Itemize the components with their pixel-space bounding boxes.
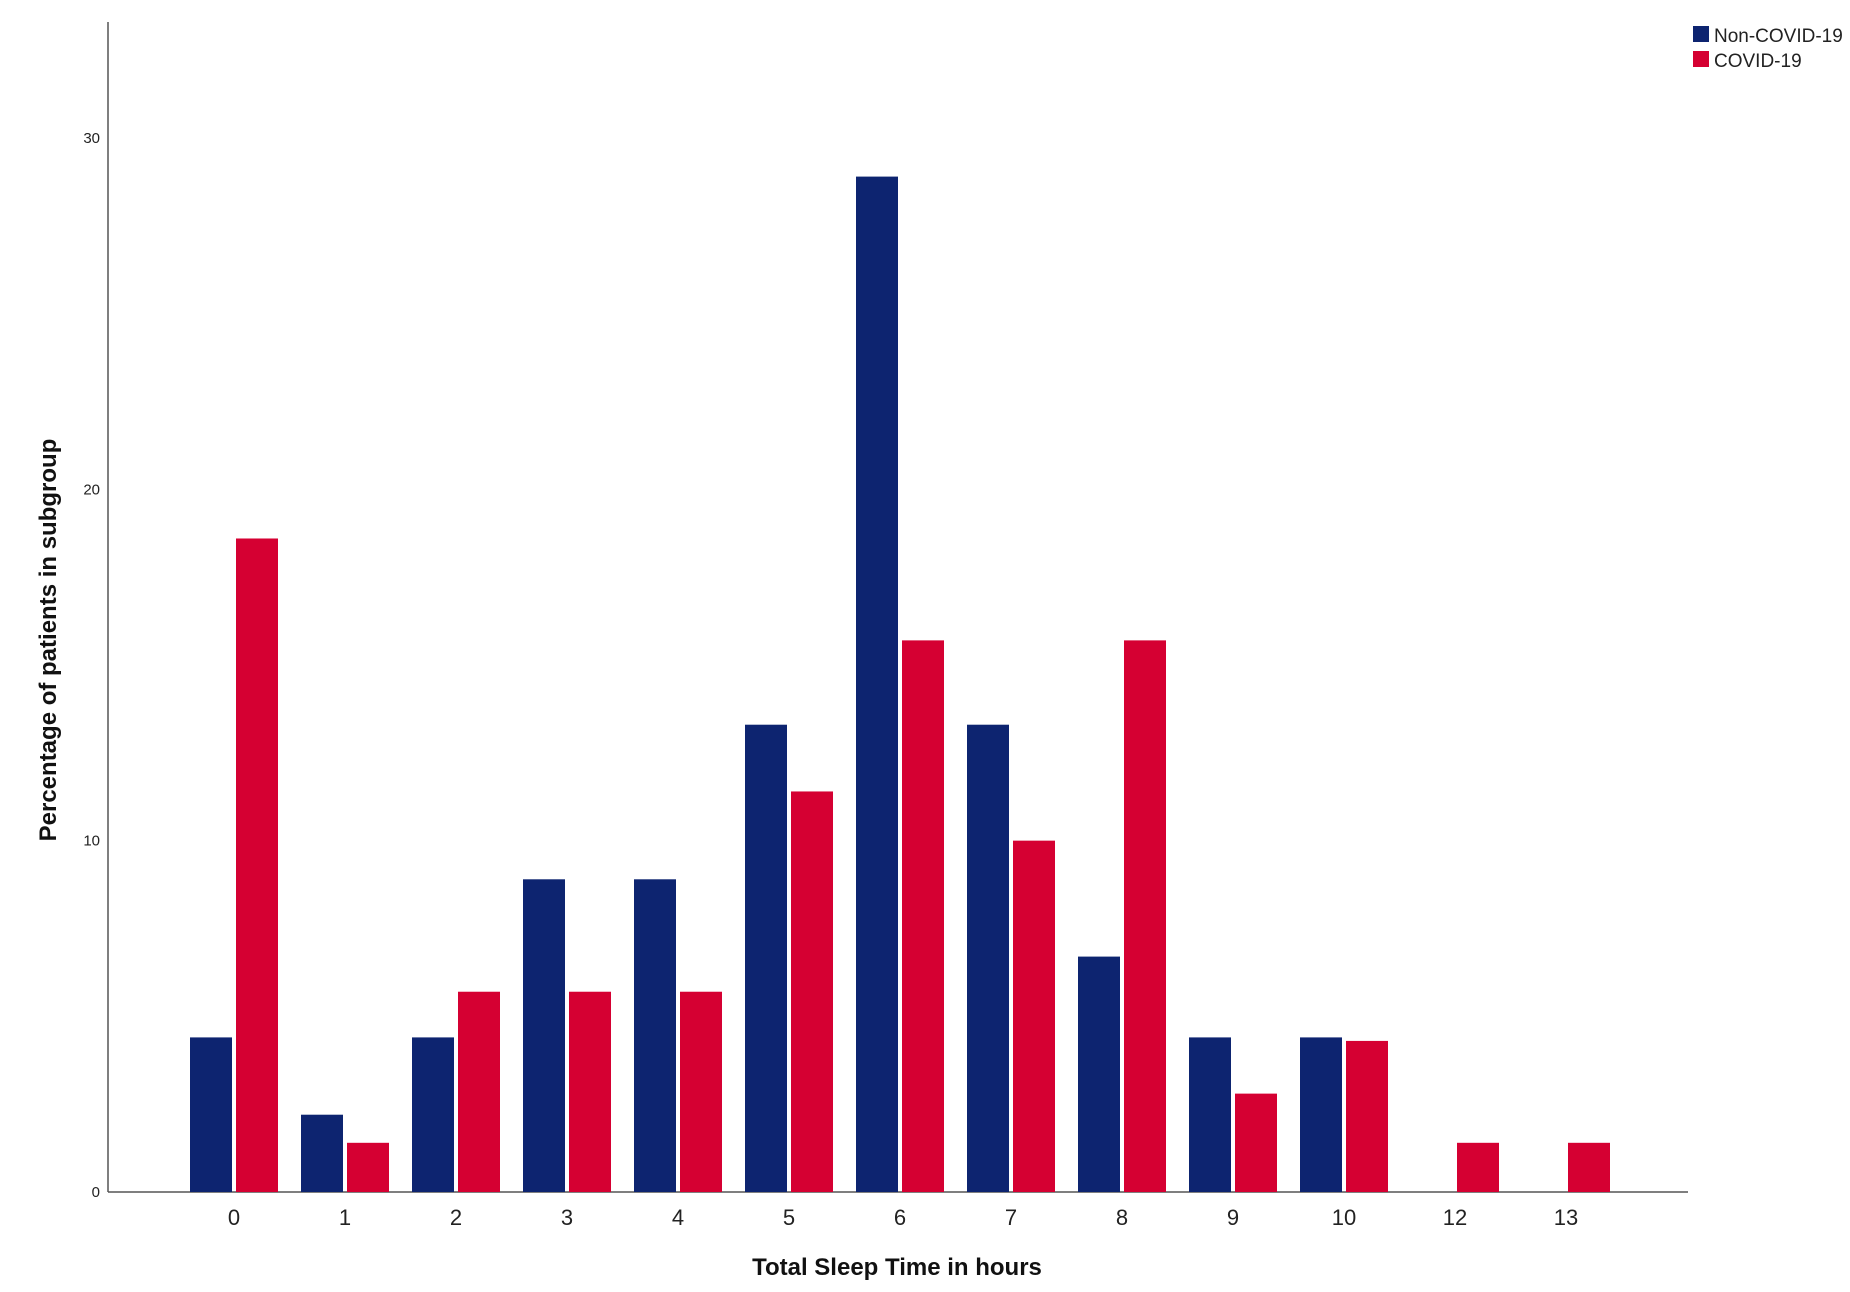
bar-covid-10 (1346, 1040, 1388, 1192)
legend-swatch-non-covid (1693, 26, 1709, 42)
bar-covid-13 (1568, 1142, 1610, 1192)
x-tick-label: 6 (894, 1205, 906, 1230)
bar-non-covid-5 (745, 724, 787, 1192)
x-tick-label: 5 (783, 1205, 795, 1230)
x-tick-label: 7 (1005, 1205, 1017, 1230)
bars-group (190, 176, 1610, 1192)
bar-non-covid-7 (967, 724, 1009, 1192)
bar-covid-7 (1013, 840, 1055, 1192)
bar-covid-1 (347, 1142, 389, 1192)
bar-covid-6 (902, 640, 944, 1192)
x-axis-title: Total Sleep Time in hours (752, 1254, 1042, 1281)
y-tick-label: 30 (83, 130, 100, 147)
bar-covid-2 (458, 991, 500, 1192)
bar-non-covid-0 (190, 1037, 232, 1192)
y-axis-title: Percentage of patients in subgroup (35, 439, 62, 842)
bar-covid-12 (1457, 1142, 1499, 1192)
x-tick-label: 2 (450, 1205, 462, 1230)
x-tick-label: 1 (339, 1205, 351, 1230)
x-tick-labels: 0 1 2 3 4 5 6 7 8 9 10 12 13 (228, 1205, 1578, 1230)
y-tick-label: 10 (83, 833, 100, 850)
bar-covid-3 (569, 991, 611, 1192)
x-tick-label: 12 (1443, 1205, 1467, 1230)
bar-non-covid-4 (634, 879, 676, 1192)
bar-covid-8 (1124, 640, 1166, 1192)
legend-swatch-covid (1693, 51, 1709, 67)
y-tick-labels: 0 10 20 30 (83, 130, 100, 1201)
x-tick-label: 10 (1332, 1205, 1356, 1230)
bar-covid-4 (680, 991, 722, 1192)
bar-non-covid-3 (523, 879, 565, 1192)
x-tick-label: 9 (1227, 1205, 1239, 1230)
x-tick-label: 4 (672, 1205, 684, 1230)
bar-non-covid-6 (856, 176, 898, 1192)
x-tick-label: 8 (1116, 1205, 1128, 1230)
x-tick-label: 0 (228, 1205, 240, 1230)
bar-covid-9 (1235, 1093, 1277, 1192)
legend-label-non-covid: Non-COVID-19 (1714, 26, 1843, 47)
bar-covid-5 (791, 791, 833, 1192)
y-tick-label: 0 (92, 1184, 100, 1201)
bar-non-covid-9 (1189, 1037, 1231, 1192)
bar-covid-0 (236, 538, 278, 1192)
legend-label-covid: COVID-19 (1714, 51, 1802, 72)
x-tick-label: 3 (561, 1205, 573, 1230)
bar-non-covid-8 (1078, 956, 1120, 1192)
y-tick-label: 20 (83, 481, 100, 498)
bar-non-covid-2 (412, 1037, 454, 1192)
legend: Non-COVID-19 COVID-19 (1693, 26, 1843, 72)
x-tick-label: 13 (1554, 1205, 1578, 1230)
bar-non-covid-10 (1300, 1037, 1342, 1192)
bar-non-covid-1 (301, 1114, 343, 1192)
